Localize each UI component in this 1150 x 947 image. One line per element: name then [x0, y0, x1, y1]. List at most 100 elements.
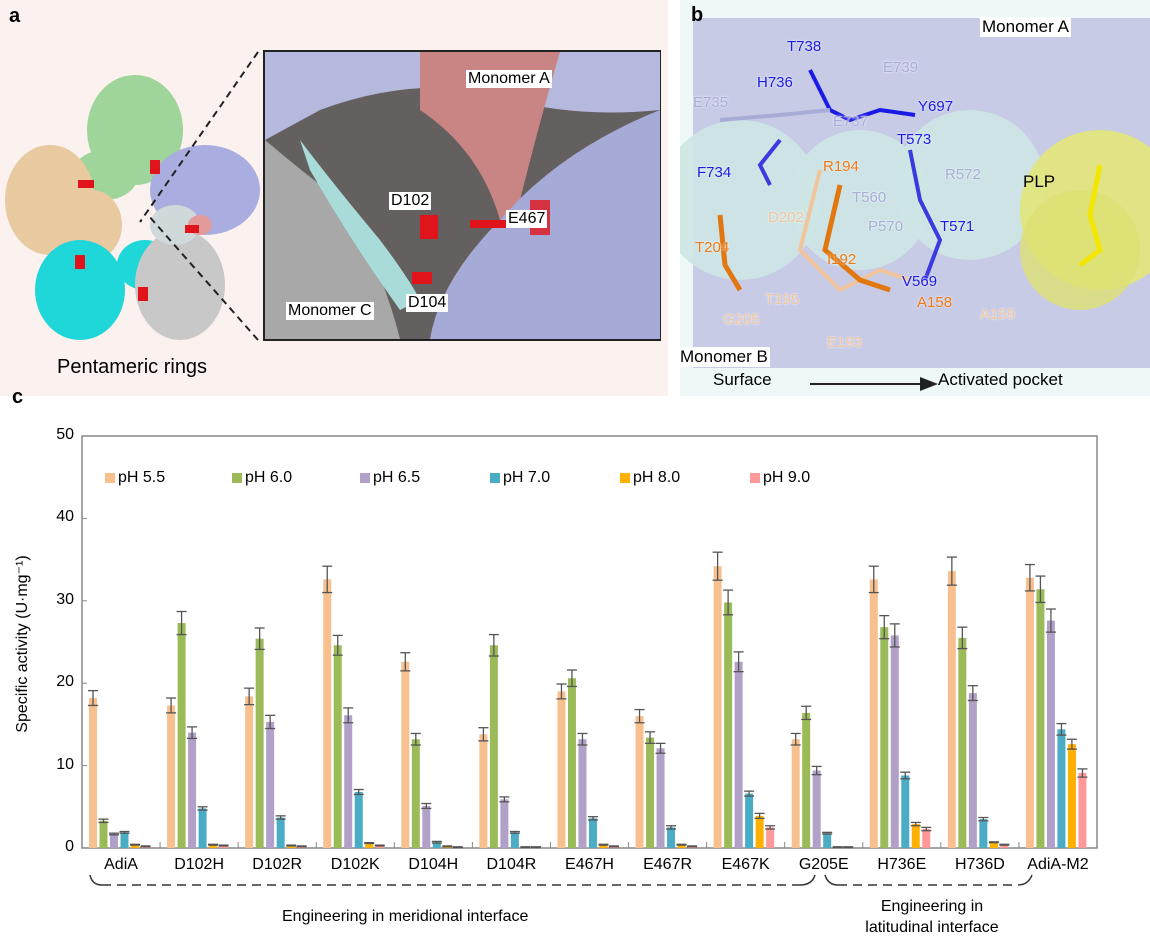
- bar: [432, 842, 441, 848]
- legend-swatch: [620, 473, 630, 483]
- y-tick-label: 10: [56, 755, 74, 773]
- bar: [922, 829, 931, 848]
- bar: [979, 819, 988, 848]
- bar: [354, 791, 363, 848]
- bar: [510, 832, 519, 848]
- bar: [365, 843, 374, 848]
- bar: [968, 693, 977, 848]
- bar: [823, 833, 832, 848]
- legend-item: pH 7.0: [490, 469, 550, 487]
- x-tick-label: D102K: [330, 856, 380, 873]
- activated-pocket-label: Activated pocket: [938, 370, 1063, 389]
- residue-label-e739: E739: [883, 59, 919, 76]
- monomer-a-label: Monomer A: [466, 70, 552, 88]
- legend-swatch: [490, 473, 500, 483]
- bar: [99, 820, 108, 848]
- residue-label-t571: T571: [940, 218, 975, 235]
- legend-item: pH 6.5: [360, 469, 420, 487]
- legend-swatch: [750, 473, 760, 483]
- inset-zoom-image: [263, 50, 661, 341]
- bar: [713, 566, 722, 848]
- legend-item: pH 9.0: [750, 469, 810, 487]
- y-tick-label: 30: [56, 590, 74, 608]
- bar: [323, 579, 332, 848]
- bar: [1036, 589, 1045, 848]
- bar: [791, 739, 800, 848]
- bar: [333, 645, 342, 848]
- meridional-group-label: Engineering in meridional interface: [282, 908, 529, 925]
- bar: [635, 716, 644, 848]
- residue-label-t204: T204: [695, 239, 730, 256]
- legend-label: pH 7.0: [503, 469, 551, 486]
- zoom-guide-line-bottom: [147, 214, 259, 341]
- bar: [131, 844, 139, 848]
- legend-item: pH 8.0: [620, 469, 680, 487]
- plot-frame: [81, 435, 1098, 849]
- bar: [1078, 773, 1087, 848]
- bar: [276, 817, 285, 848]
- bar: [958, 637, 967, 848]
- bar: [500, 799, 509, 848]
- bar: [411, 739, 420, 848]
- residue-label-t560: T560: [852, 189, 887, 206]
- panel-a: a Monomer A D102 E467 D104 Monomer C Pen…: [0, 0, 668, 396]
- legend-label: pH 6.5: [373, 469, 421, 486]
- bar: [588, 818, 597, 848]
- bar: [120, 832, 129, 848]
- residue-label-d202: D202: [768, 209, 804, 226]
- bar: [911, 824, 920, 848]
- residue-label-r194: R194: [823, 158, 859, 175]
- legend-swatch: [105, 473, 115, 483]
- x-tick-label: G205E: [798, 856, 849, 873]
- legend-item: pH 5.5: [105, 469, 165, 487]
- bar: [344, 715, 353, 848]
- bar: [489, 645, 498, 848]
- d102-label: D102: [389, 192, 432, 210]
- bar: [656, 748, 665, 848]
- panel-c-letter: c: [12, 386, 24, 408]
- x-tick-label: D102R: [252, 856, 303, 873]
- bar: [947, 571, 956, 848]
- bar: [1046, 620, 1055, 848]
- bar: [890, 635, 899, 848]
- x-tick-label: E467H: [565, 856, 614, 873]
- bar: [901, 775, 910, 848]
- bar: [802, 712, 811, 848]
- bar: [177, 623, 186, 848]
- monomer-a-label: Monomer A: [980, 17, 1071, 37]
- residue-label-v569: V569: [902, 273, 938, 290]
- pentameric-rings-caption: Pentameric rings: [57, 356, 208, 378]
- bar: [677, 844, 686, 848]
- residue-label-t573: T573: [897, 131, 932, 148]
- y-tick-label: 50: [56, 426, 74, 443]
- bar: [89, 698, 97, 848]
- bar: [266, 721, 275, 848]
- d104-label: D104: [406, 294, 449, 312]
- y-tick-label: 20: [56, 673, 74, 691]
- y-tick-label: 40: [56, 508, 74, 526]
- latitudinal-group-label: Engineering in latitudinal interface: [822, 896, 1042, 938]
- residue-label-p570: P570: [868, 218, 904, 235]
- bracket-end: [824, 874, 839, 886]
- bar: [287, 845, 296, 848]
- bracket-end: [1017, 874, 1033, 886]
- bar: [209, 844, 218, 848]
- residue-label-a158: A158: [917, 294, 953, 311]
- x-tick-label: AdiA-M2: [1027, 856, 1089, 873]
- legend-label: pH 9.0: [763, 469, 811, 486]
- x-tick-label: E467K: [721, 856, 770, 873]
- panel-b: b Monomer A PLP Monomer B Surface Activa…: [678, 0, 1150, 396]
- residue-label-a159: A159: [980, 306, 1016, 323]
- bar: [599, 844, 608, 848]
- legend-label: pH 8.0: [633, 469, 681, 486]
- bar: [1067, 744, 1076, 848]
- monomer-c-label: Monomer C: [286, 302, 374, 320]
- x-tick-label: E467R: [643, 856, 693, 873]
- bar: [567, 678, 576, 848]
- bar: [646, 737, 655, 848]
- arrow-icon: [810, 377, 938, 391]
- bar: [479, 734, 488, 848]
- latitudinal-group-label-line2: latitudinal interface: [865, 919, 999, 936]
- x-tick-label: H736E: [877, 856, 927, 873]
- residue-label-y697: Y697: [918, 98, 954, 115]
